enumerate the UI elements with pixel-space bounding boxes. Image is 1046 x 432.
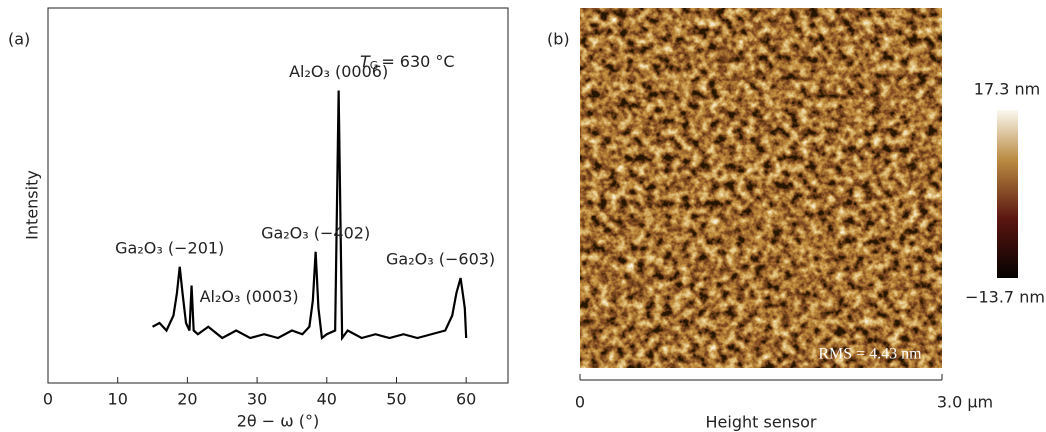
- peak-label: Al₂O₃ (0006): [289, 62, 388, 81]
- colorbar-max: 17.3 nm: [974, 80, 1040, 99]
- y-axis-label: Intensity: [23, 170, 42, 240]
- x-tick-label: 50: [386, 390, 406, 409]
- x-tick-label: 30: [247, 390, 267, 409]
- scale-start: 0: [575, 393, 585, 412]
- temp-subscript: G: [370, 59, 379, 72]
- x-tick-label: 40: [317, 390, 337, 409]
- colorbar-min: −13.7 nm: [965, 288, 1045, 307]
- temperature-label: TG = 630 °C: [360, 52, 455, 73]
- afm-panel: (b) RMS = 4.43 nm 0 3.0 μm Height sensor…: [547, 8, 1045, 432]
- temp-symbol: T: [360, 52, 371, 71]
- afm-image: [580, 8, 942, 368]
- peak-label: Ga₂O₃ (−402): [261, 223, 370, 242]
- peak-label: Ga₂O₃ (−201): [115, 238, 224, 257]
- scale-end: 3.0 μm: [937, 393, 993, 412]
- x-axis-label: 2θ − ω (°): [237, 412, 320, 431]
- peak-label: Al₂O₃ (0003): [200, 287, 299, 306]
- colorbar: [997, 110, 1018, 278]
- xrd-panel: (a) Intensity 2θ − ω (°) TG = 630 °C 0 10 2…: [8, 7, 509, 431]
- rms-label: RMS = 4.43 nm: [818, 346, 922, 363]
- x-tick-label: 20: [177, 390, 197, 409]
- plot-frame: [47, 7, 509, 384]
- x-axis-label: Height sensor: [706, 413, 817, 432]
- temp-text: = 630 °C: [381, 52, 454, 71]
- x-tick-label: 60: [456, 390, 476, 409]
- x-tick-label: 0: [43, 390, 53, 409]
- peak-label: Ga₂O₃ (−603): [386, 250, 495, 269]
- panel-label: (a): [8, 30, 30, 49]
- xrd-line: [152, 90, 468, 342]
- panel-label: (b): [547, 30, 570, 49]
- x-tick-label: 10: [108, 390, 128, 409]
